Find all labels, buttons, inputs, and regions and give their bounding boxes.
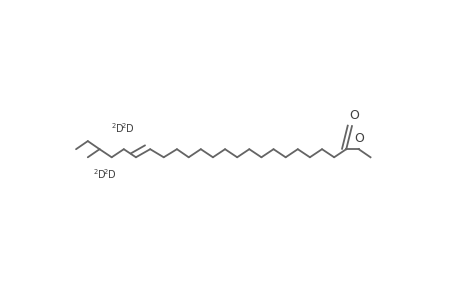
- Text: O: O: [348, 109, 358, 122]
- Text: $^{2}$D: $^{2}$D: [93, 168, 106, 182]
- Text: $^{2}$D: $^{2}$D: [103, 168, 117, 182]
- Text: $^{2}$D: $^{2}$D: [121, 122, 134, 135]
- Text: $^{2}$D: $^{2}$D: [110, 122, 124, 135]
- Text: O: O: [354, 132, 364, 145]
